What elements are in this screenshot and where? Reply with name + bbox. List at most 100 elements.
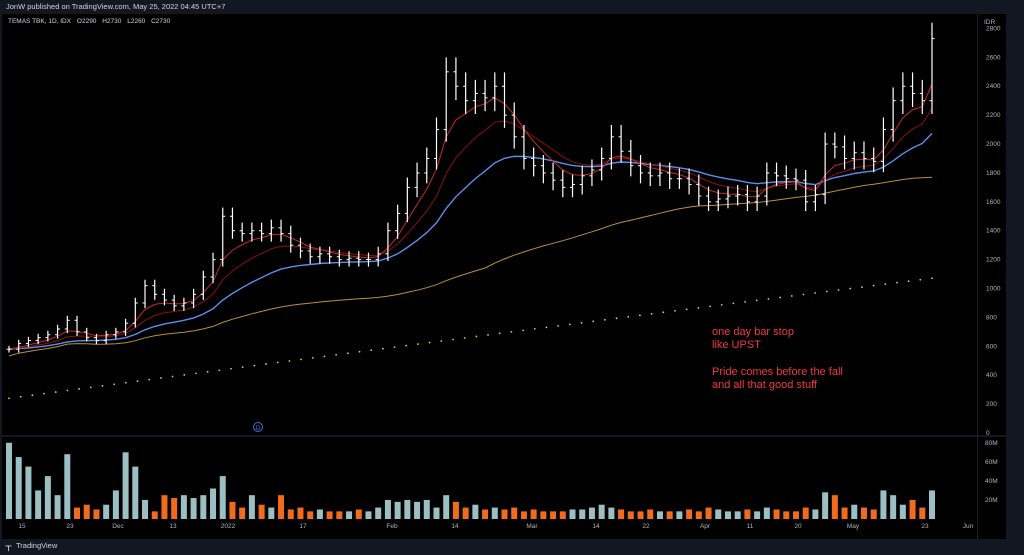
footer-brand[interactable]: TradingView <box>16 541 58 550</box>
tradingview-logo-icon: ⊤ <box>5 544 13 553</box>
event-marker-label: D <box>256 425 261 432</box>
ma-dotted-point <box>113 383 116 386</box>
volume-bar <box>316 509 323 519</box>
ma-dotted-point <box>779 296 782 299</box>
y-tick-label: 1600 <box>986 199 1001 206</box>
volume-bar <box>346 511 353 519</box>
ma-dotted-point <box>463 337 466 339</box>
ma-dotted-point <box>639 314 641 317</box>
volume-bar <box>365 511 372 519</box>
volume-bar <box>919 507 926 519</box>
volume-bar <box>618 509 625 519</box>
ma-dotted-point <box>300 358 302 361</box>
price-axis[interactable] <box>977 14 1007 539</box>
volume-bar <box>734 511 741 519</box>
ma-dotted-point <box>615 317 618 320</box>
ma-dotted-point <box>592 320 595 323</box>
volume-bar <box>229 501 236 519</box>
x-tick-label: 14 <box>592 523 600 530</box>
ma-dotted-point <box>206 370 209 373</box>
y-tick-label: 1200 <box>986 257 1001 264</box>
volume-bar <box>25 466 32 519</box>
ma-dotted-point <box>78 388 81 390</box>
x-tick-label: 11 <box>747 523 754 530</box>
volume-bar <box>83 504 90 519</box>
volume-tick-label: 20M <box>985 497 998 504</box>
volume-bar <box>258 504 265 519</box>
ma-dotted-point <box>884 283 887 286</box>
x-tick-label: 22 <box>642 523 650 530</box>
x-tick-label: 2022 <box>221 523 236 530</box>
volume-bar <box>180 495 187 519</box>
legend-close: C2730 <box>151 18 171 25</box>
volume-bar <box>647 509 654 519</box>
ma-dotted-point <box>19 395 22 398</box>
volume-bar <box>715 509 722 519</box>
y-tick-label: 400 <box>986 372 997 379</box>
x-tick-label: 15 <box>18 523 26 530</box>
y-tick-label: 1000 <box>986 286 1001 293</box>
ma-gold-line <box>8 176 933 357</box>
volume-bar <box>569 509 576 519</box>
y-tick-label: 200 <box>986 401 997 408</box>
volume-bar <box>423 499 430 519</box>
volume-bar <box>287 509 294 519</box>
ma-dotted-point <box>66 389 69 392</box>
volume-bar <box>530 509 537 519</box>
ma-dotted-point <box>580 321 583 324</box>
volume-bar <box>812 509 819 519</box>
ma-dotted-point <box>872 284 875 287</box>
volume-bar <box>491 507 498 519</box>
volume-bar <box>103 504 110 519</box>
volume-bar <box>326 511 333 519</box>
ma-dotted-point <box>241 366 244 369</box>
ma-dotted-point <box>475 335 478 338</box>
ma-dotted-point <box>767 298 770 300</box>
volume-bar <box>336 511 343 519</box>
ema-mid-line <box>8 108 933 350</box>
volume-bar <box>608 507 615 519</box>
volume-bar <box>851 504 858 519</box>
ma-dotted-point <box>358 350 361 353</box>
ma-dotted-point <box>790 295 793 297</box>
ma-dotted-point <box>697 306 700 309</box>
ma-dotted-point <box>265 363 267 365</box>
annotation-line-4: and all that good stuff <box>712 379 817 391</box>
ma-dotted-point <box>802 293 805 296</box>
volume-bar <box>6 442 12 519</box>
volume-bar <box>151 511 158 519</box>
volume-bar <box>190 498 197 519</box>
volume-bar <box>375 507 382 519</box>
volume-bar <box>724 511 731 519</box>
volume-bar <box>35 490 42 519</box>
x-tick-label: 13 <box>169 523 177 530</box>
ma-dotted-point <box>335 353 338 356</box>
ma-dotted-point <box>487 334 489 336</box>
ma-dotted-point <box>440 340 443 342</box>
ma-dotted-point <box>674 309 676 312</box>
ma-dotted-point <box>907 280 910 283</box>
ma-dotted-point <box>603 318 606 321</box>
volume-bar <box>278 495 285 519</box>
volume-bar <box>540 511 547 519</box>
ma-dotted-point <box>720 303 723 306</box>
ma-dotted-point <box>288 360 291 362</box>
volume-bar <box>666 511 673 519</box>
ma-dotted-point <box>931 277 933 280</box>
volume-bar <box>64 454 71 519</box>
volume-bar <box>686 509 693 519</box>
volume-bar <box>15 457 22 519</box>
ma-dotted-point <box>452 338 454 341</box>
volume-bar <box>627 511 634 519</box>
legend-high: H2730 <box>102 18 122 25</box>
volume-bar <box>482 509 489 519</box>
volume-bar <box>268 507 275 519</box>
ma-dotted-point <box>54 391 57 393</box>
symbol-legend: TEMAS TBK, 1D, IDX O2290 H2730 L2260 C27… <box>8 18 174 25</box>
volume-bar <box>161 495 168 519</box>
volume-bar <box>656 511 663 519</box>
ma-dotted-point <box>381 347 384 350</box>
volume-bar <box>929 490 935 519</box>
publish-info: JonW published on TradingView.com, May 2… <box>6 2 226 11</box>
